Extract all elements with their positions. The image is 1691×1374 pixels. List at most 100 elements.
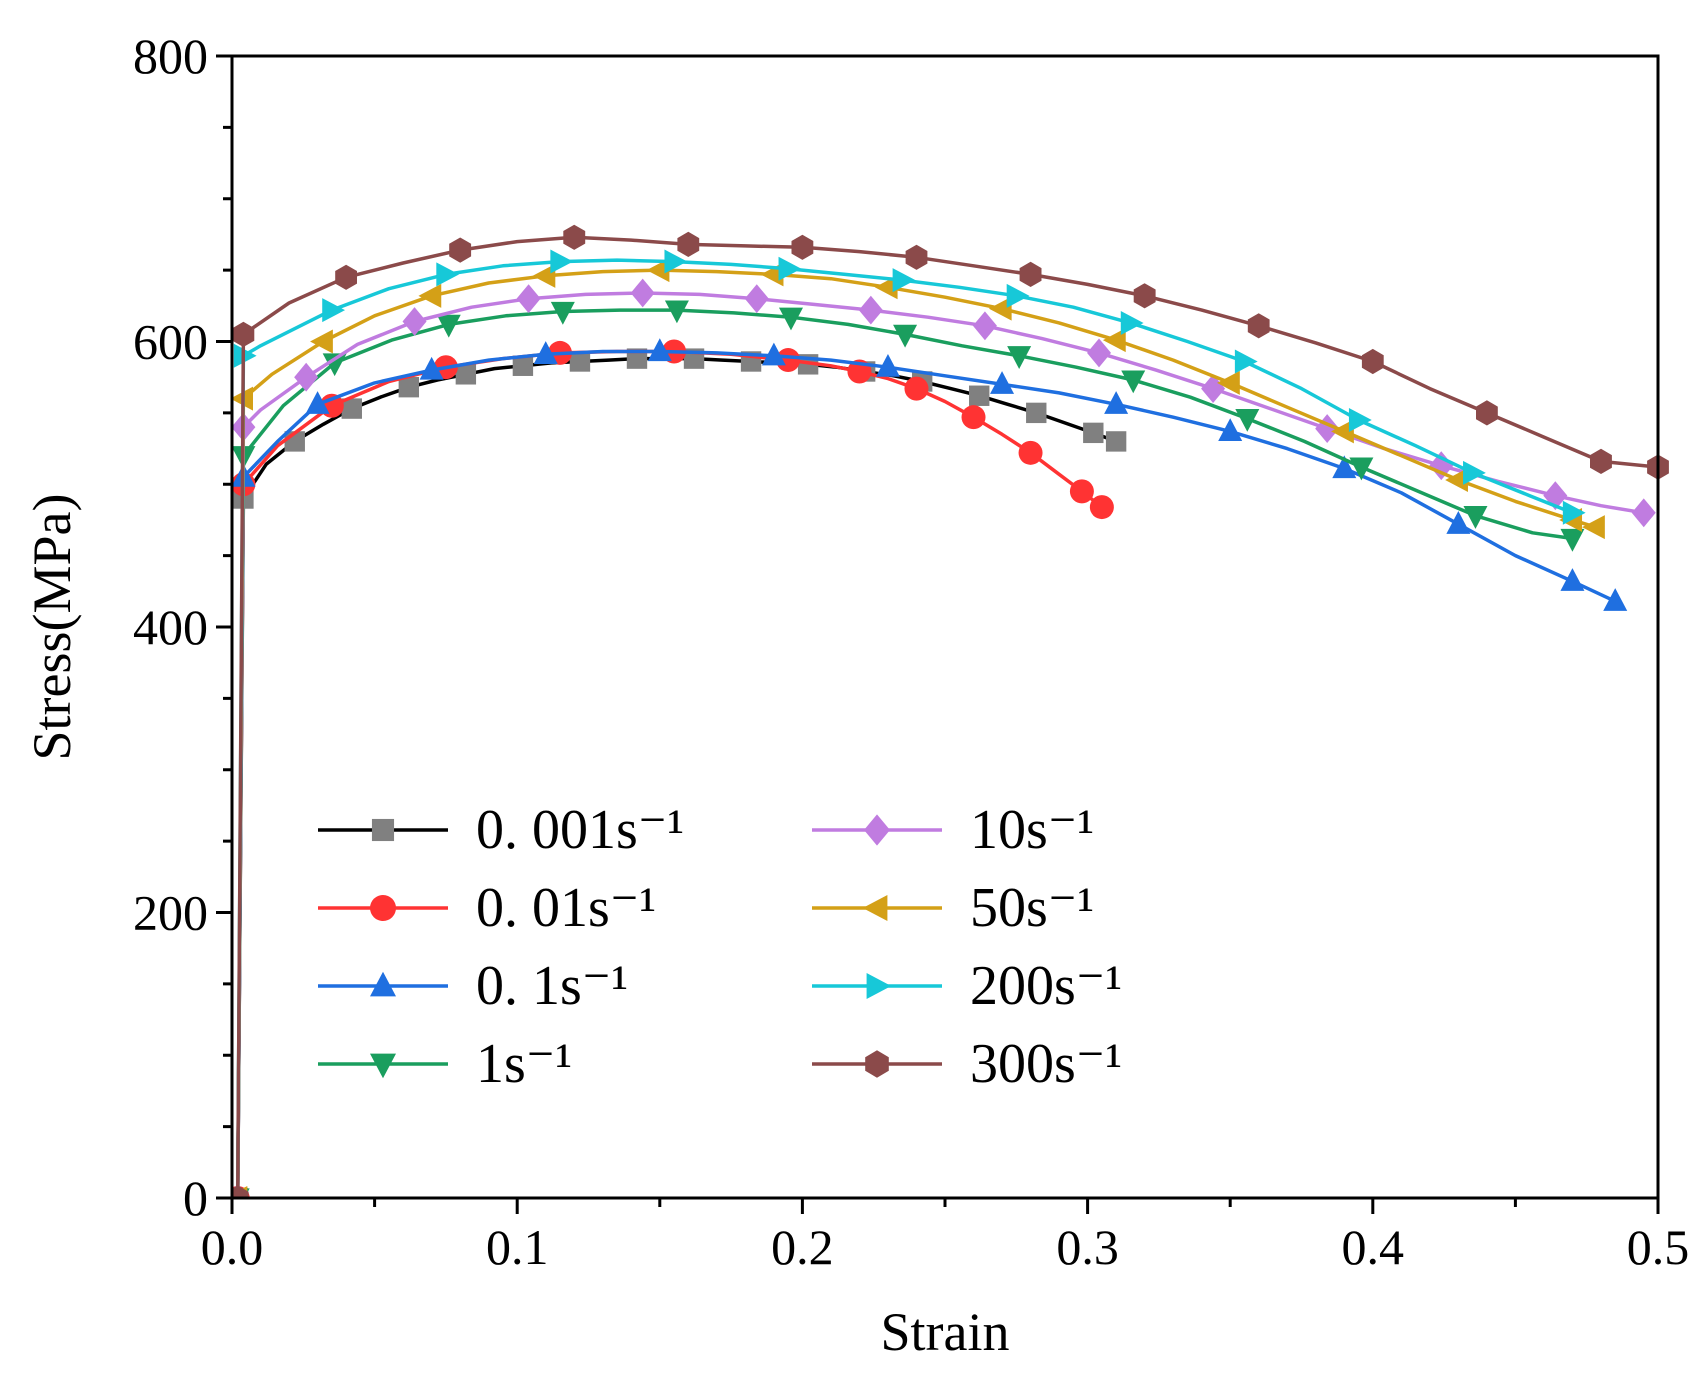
legend-item-7: 300s⁻¹ (812, 1033, 1122, 1095)
series-point-1-17 (961, 405, 986, 430)
legend-marker-4 (864, 814, 890, 846)
series-line-4 (235, 291, 1644, 1198)
series-point-0-27 (969, 385, 990, 406)
series-point-2-15 (990, 371, 1015, 394)
series-point-2-25 (1560, 568, 1585, 591)
series-point-1-22 (1089, 495, 1114, 520)
series-point-6-9 (664, 249, 688, 274)
series-6 (232, 249, 1586, 1198)
series-point-4-17 (1087, 338, 1112, 368)
series-point-1-15 (904, 376, 929, 401)
legend-label-7: 300s⁻¹ (970, 1033, 1122, 1095)
legend-item-4: 10s⁻¹ (812, 799, 1094, 861)
series-4 (232, 278, 1656, 1198)
x-axis-title: Strain (881, 1302, 1010, 1362)
series-line-2 (235, 349, 1616, 1198)
series-line-5 (235, 268, 1596, 1198)
y-axis-title: Stress(MPa) (22, 494, 82, 761)
x-tick-label-0: 0.0 (201, 1219, 264, 1275)
series-point-3-7 (550, 301, 575, 325)
legend-label-6: 200s⁻¹ (970, 955, 1122, 1017)
series-point-7-13 (905, 244, 928, 270)
series-point-5-19 (1217, 370, 1240, 395)
series-point-7-3 (335, 264, 357, 290)
y-tick-label-3: 600 (133, 314, 208, 370)
legend: 0. 001s⁻¹ 0. 01s⁻¹ 0. 1s⁻¹ 1s⁻¹ 10s⁻¹ 50s⁻¹ 20… (318, 799, 1122, 1095)
series-point-3-25 (1560, 528, 1585, 552)
series-point-6-7 (550, 249, 574, 274)
series-point-4-13 (858, 295, 883, 325)
series-point-3-13 (893, 324, 918, 348)
series-point-7-11 (791, 234, 814, 260)
series-point-2-11 (761, 342, 786, 366)
series-point-5-23 (1445, 467, 1468, 492)
series-point-7-23 (1476, 400, 1498, 426)
series-point-5-7 (532, 263, 556, 288)
series-point-0-11 (512, 355, 534, 376)
series-point-4-7 (516, 284, 541, 314)
x-tick-label-1: 0.1 (486, 1219, 549, 1275)
series-point-4-23 (1429, 451, 1454, 481)
legend-item-3: 1s⁻¹ (318, 1033, 572, 1095)
series-point-7-5 (449, 237, 472, 263)
series-point-3-3 (322, 353, 347, 377)
series-2 (232, 338, 1628, 1198)
series-point-2-5 (419, 356, 444, 380)
series-point-0-5 (341, 398, 362, 419)
series-point-6-1 (233, 343, 257, 368)
series-point-1-11 (776, 348, 801, 373)
legend-marker-0 (371, 818, 395, 842)
series-point-2-21 (1332, 455, 1357, 479)
series-line-7 (235, 235, 1659, 1198)
series-point-3-19 (1235, 408, 1260, 432)
series-point-2-17 (1104, 391, 1129, 414)
series-point-3-5 (436, 314, 461, 338)
series-point-2-3 (305, 391, 330, 414)
legend-label-3: 1s⁻¹ (476, 1033, 572, 1095)
series-point-0-15 (626, 348, 648, 369)
plot-frame (230, 54, 1660, 1200)
axes: 0.0 0.1 0.2 0.3 0.4 0.5 0 200 400 600 800 Strain Str… (22, 28, 1689, 1362)
legend-marker-6 (866, 973, 892, 999)
series-point-7-1 (232, 321, 255, 347)
series-point-4-9 (630, 278, 655, 308)
series-point-2-13 (875, 353, 900, 377)
legend-item-6: 200s⁻¹ (812, 955, 1122, 1017)
series-point-0-32 (1105, 431, 1127, 452)
legend-label-4: 10s⁻¹ (970, 799, 1094, 861)
series-point-2-9 (647, 338, 672, 362)
legend-marker-5 (862, 895, 888, 921)
series-point-4-15 (972, 311, 997, 341)
legend-label-5: 50s⁻¹ (970, 877, 1094, 939)
x-tick-label-3: 0.3 (1056, 1219, 1119, 1275)
series-point-3-17 (1121, 370, 1146, 394)
series-line-3 (235, 308, 1573, 1198)
series-point-3-23 (1463, 506, 1488, 529)
series-3 (232, 300, 1585, 1198)
series-point-7-17 (1133, 283, 1156, 309)
series-point-3-11 (778, 307, 803, 331)
series-point-7-21 (1361, 348, 1384, 375)
series-point-1-21 (1069, 479, 1094, 504)
legend-label-1: 0. 01s⁻¹ (476, 877, 656, 939)
y-tick-label-0: 0 (183, 1170, 208, 1226)
series-point-4-27 (1631, 498, 1656, 528)
series-point-1-19 (1018, 440, 1043, 465)
legend-item-5: 50s⁻¹ (812, 877, 1094, 939)
series-point-0-13 (569, 351, 591, 372)
series-point-6-21 (1348, 408, 1372, 433)
series-point-6-25 (1562, 500, 1586, 525)
series-point-7-15 (1019, 261, 1042, 287)
series-point-6-23 (1463, 460, 1486, 485)
series-point-5-21 (1331, 419, 1354, 444)
y-tick-label-4: 800 (133, 28, 208, 84)
series-point-5-3 (310, 329, 333, 354)
series-point-5-9 (646, 258, 670, 283)
series-point-6-11 (778, 256, 802, 281)
legend-marker-3 (370, 1053, 396, 1079)
series-point-6-17 (1120, 310, 1144, 335)
x-tick-label-4: 0.4 (1342, 1219, 1405, 1275)
series-point-4-19 (1201, 374, 1226, 404)
